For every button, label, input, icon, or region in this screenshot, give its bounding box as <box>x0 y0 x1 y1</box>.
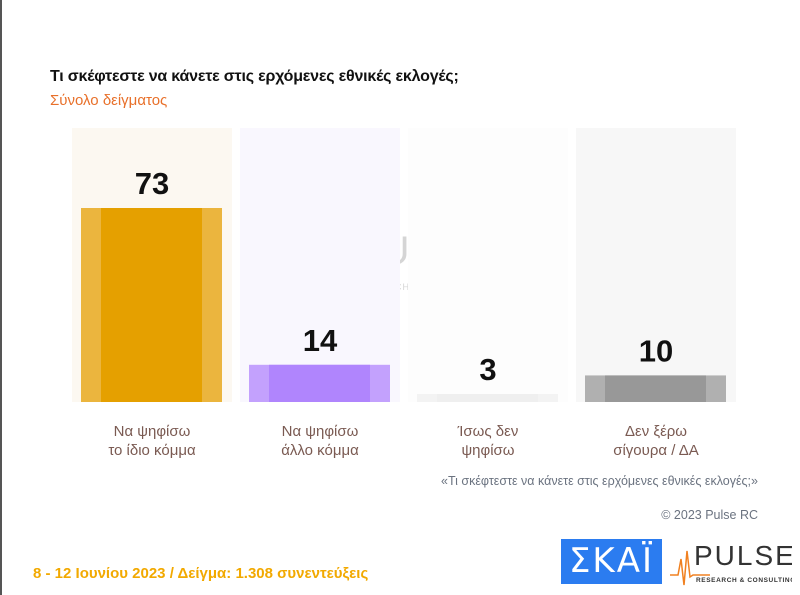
column-background <box>408 128 568 402</box>
survey-dates: 8 - 12 Ιουνίου 2023 / Δείγμα: 1.308 συνε… <box>33 565 369 582</box>
category-label: το ίδιο κόμμα <box>108 442 196 459</box>
svg-text:PULSE: PULSE <box>694 540 792 571</box>
left-border <box>0 0 2 595</box>
category-label: Να ψηφίσω <box>114 423 191 440</box>
bar-core-0 <box>101 208 202 402</box>
chart-title: Τι σκέφτεστε να κάνετε στις ερχόμενες εθ… <box>50 68 459 85</box>
category-label: Δεν ξέρω <box>625 423 687 440</box>
category-label: Ίσως δεν <box>457 423 519 440</box>
bar-core-2 <box>437 394 538 402</box>
data-label: 10 <box>639 333 673 368</box>
category-label: Να ψηφίσω <box>282 423 359 440</box>
data-label: 14 <box>303 323 338 358</box>
category-label: σίγουρα / ΔΑ <box>613 442 699 459</box>
category-label: ψηφίσω <box>461 442 514 459</box>
data-label: 73 <box>135 166 169 201</box>
skai-logo: ΣΚΑΪ <box>561 539 662 584</box>
copyright: © 2023 Pulse RC <box>661 508 758 522</box>
bar-core-1 <box>269 364 370 402</box>
category-label: άλλο κόμμα <box>281 442 359 459</box>
column-background <box>240 128 400 402</box>
bar-core-3 <box>605 375 706 402</box>
question-note: «Τι σκέφτεστε να κάνετε στις ερχόμενες ε… <box>441 474 758 488</box>
bar-chart: 73 Να ψηφίσω το ίδιο κόμμα 14 Να ψηφίσω άλλο … <box>72 128 736 459</box>
pulse-logo: PULSE RESEARCH & CONSULTING <box>670 540 792 586</box>
svg-text:RESEARCH & CONSULTING: RESEARCH & CONSULTING <box>696 577 792 584</box>
column-background <box>576 128 736 402</box>
data-label: 3 <box>479 352 496 387</box>
chart-subtitle: Σύνολο δείγματος <box>50 92 168 109</box>
